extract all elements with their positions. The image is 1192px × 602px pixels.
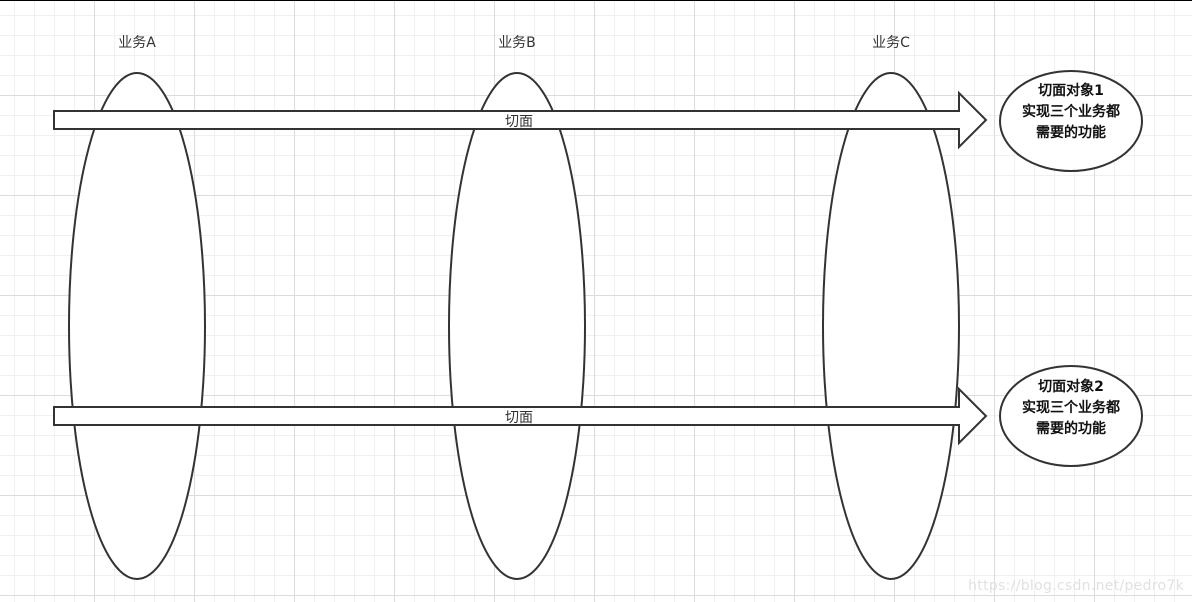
aspect-arrow-label-2: 切面 <box>505 410 533 426</box>
aspect-arrow-label-1: 切面 <box>505 114 533 130</box>
business-ellipse-c <box>822 72 960 580</box>
business-ellipse-b <box>448 72 586 580</box>
watermark: https://blog.csdn.net/pedro7k <box>968 578 1184 594</box>
aspect-object-1-line-2: 实现三个业务都 <box>1022 103 1120 120</box>
aspect-arrow-1 <box>53 90 988 150</box>
aspect-object-1-line-3: 需要的功能 <box>1036 124 1106 141</box>
business-label-b: 业务B <box>498 35 536 51</box>
aspect-object-2-line-1: 切面对象2 <box>1038 378 1104 395</box>
aspect-object-2-line-2: 实现三个业务都 <box>1022 399 1120 416</box>
aspect-object-ellipse-1 <box>999 70 1143 172</box>
business-ellipse-a <box>68 72 206 580</box>
business-label-a: 业务A <box>118 35 156 51</box>
aspect-arrow-2 <box>53 386 988 446</box>
aspect-object-1-line-1: 切面对象1 <box>1038 82 1104 99</box>
aspect-object-2-line-3: 需要的功能 <box>1036 420 1106 437</box>
aspect-object-ellipse-2 <box>999 365 1143 467</box>
business-label-c: 业务C <box>872 35 910 51</box>
